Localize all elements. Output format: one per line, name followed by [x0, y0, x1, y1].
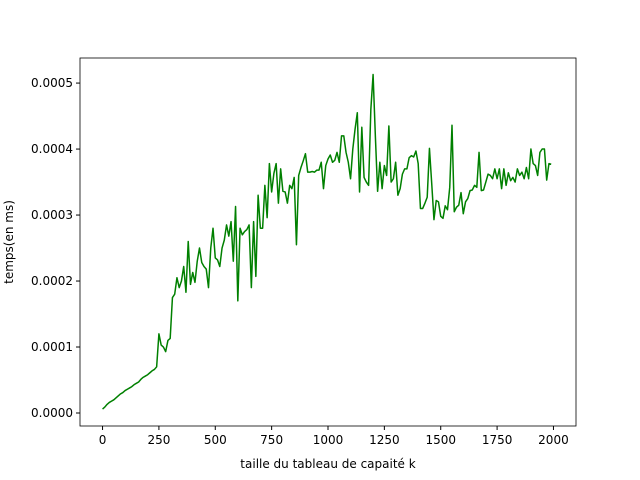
y-tick-label: 0.0000 [31, 406, 73, 420]
y-tick-label: 0.0003 [31, 208, 73, 222]
y-tick-label: 0.0005 [31, 76, 73, 90]
y-tick-label: 0.0002 [31, 274, 73, 288]
x-tick-label: 250 [147, 433, 170, 447]
x-tick-label: 1250 [369, 433, 400, 447]
data-line [102, 73, 552, 410]
x-tick-label: 750 [260, 433, 283, 447]
y-tick-label: 0.0001 [31, 340, 73, 354]
x-tick-label: 0 [99, 433, 107, 447]
y-axis-label: temps(en ms) [2, 200, 16, 284]
x-axis-label: taille du tableau de capaité k [240, 457, 415, 471]
x-tick-label: 1750 [482, 433, 513, 447]
y-tick-label: 0.0004 [31, 142, 73, 156]
x-tick-label: 1500 [425, 433, 456, 447]
axes-frame [79, 57, 577, 427]
x-tick-label: 500 [204, 433, 227, 447]
x-tick-label: 2000 [538, 433, 569, 447]
x-tick-label: 1000 [313, 433, 344, 447]
